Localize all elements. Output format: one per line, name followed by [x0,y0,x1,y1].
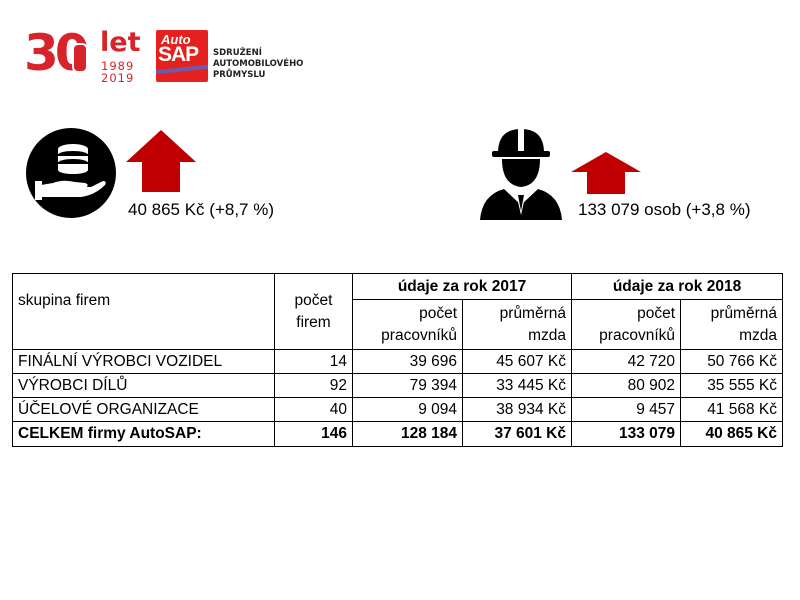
cell-wage-2017: 33 445 Kč [462,373,572,398]
header-workers-2017: počet pracovníků [352,299,463,350]
cell-wage-2018: 50 766 Kč [680,349,783,374]
association-line: SDRUŽENÍ [213,48,262,58]
header-workers-line2: pracovníků [599,326,675,344]
cell-wage-2017: 45 607 Kč [462,349,572,374]
data-table: skupina firem počet firem údaje za rok 2… [12,273,783,447]
header-wage-line1: průměrná [499,304,566,322]
association-line: PRŮMYSLU [213,70,266,80]
header-workers-line2: pracovníků [381,326,457,344]
logo-word: let [100,27,141,58]
header-wage-2017: průměrná mzda [462,299,572,350]
cell-total-wage-2017: 37 601 Kč [462,421,572,447]
workers-stat: 133 079 osob (+3,8 %) [578,200,751,219]
autosap-logo-sap: SAP [158,43,199,66]
header-workers-line1: počet [419,304,457,322]
header-wage-line1: průměrná [710,304,777,322]
logo-year-from: 1989 [101,59,135,73]
cell-wage-2018: 41 568 Kč [680,397,783,422]
association-line: AUTOMOBILOVÉHO [213,59,304,69]
up-arrow-icon [126,130,196,192]
table-total-row: CELKEM firmy AutoSAP: 146 128 184 37 601… [12,421,783,447]
cell-total-group: CELKEM firmy AutoSAP: [12,421,275,447]
cell-group: FINÁLNÍ VÝROBCI VOZIDEL [12,349,275,374]
cell-workers-2018: 42 720 [571,349,681,374]
autosap-logo: Auto SAP [156,30,208,82]
header-year-2017: údaje za rok 2017 [352,273,572,300]
header-year-2018: údaje za rok 2018 [571,273,783,300]
cell-workers-2018: 80 902 [571,373,681,398]
cell-group: ÚČELOVÉ ORGANIZACE [12,397,275,422]
cell-total-workers-2018: 133 079 [571,421,681,447]
header-wage-line2: mzda [739,326,777,344]
association-name: SDRUŽENÍ AUTOMOBILOVÉHO PRŮMYSLU [213,48,303,81]
cell-total-workers-2017: 128 184 [352,421,463,447]
header-firm-count-line1: počet [294,291,333,309]
car-icon [72,43,88,73]
table-row: VÝROBCI DÍLŮ 92 79 394 33 445 Kč 80 902 … [12,373,783,398]
header-wage-2018: průměrná mzda [680,299,783,350]
logo-year-to: 2019 [101,71,135,85]
autosap-logo-auto: Auto [161,32,191,47]
cell-total-firms: 146 [274,421,353,447]
worker-icon [480,129,562,220]
cell-workers-2017: 9 094 [352,397,463,422]
cell-wage-2017: 38 934 Kč [462,397,572,422]
cell-firms: 40 [274,397,353,422]
cell-group: VÝROBCI DÍLŮ [12,373,275,398]
header-group: skupina firem [12,273,275,350]
cell-firms: 92 [274,373,353,398]
header-wage-line2: mzda [528,326,566,344]
logo-years: 1989 2019 [101,60,134,84]
30-years-logo: 30 let 1989 2019 [24,24,144,86]
table-row: ÚČELOVÉ ORGANIZACE 40 9 094 38 934 Kč 9 … [12,397,783,422]
up-arrow-icon [571,152,641,194]
header-firm-count: počet firem [274,273,353,350]
header-workers-2018: počet pracovníků [571,299,681,350]
cell-workers-2017: 39 696 [352,349,463,374]
wage-stat: 40 865 Kč (+8,7 %) [128,200,275,219]
money-hand-icon [26,128,116,218]
cell-wage-2018: 35 555 Kč [680,373,783,398]
header-workers-line1: počet [637,304,675,322]
cell-workers-2018: 9 457 [571,397,681,422]
header-firm-count-line2: firem [296,313,331,331]
cell-firms: 14 [274,349,353,374]
cell-workers-2017: 79 394 [352,373,463,398]
table-row: FINÁLNÍ VÝROBCI VOZIDEL 14 39 696 45 607… [12,349,783,374]
cell-total-wage-2018: 40 865 Kč [680,421,783,447]
